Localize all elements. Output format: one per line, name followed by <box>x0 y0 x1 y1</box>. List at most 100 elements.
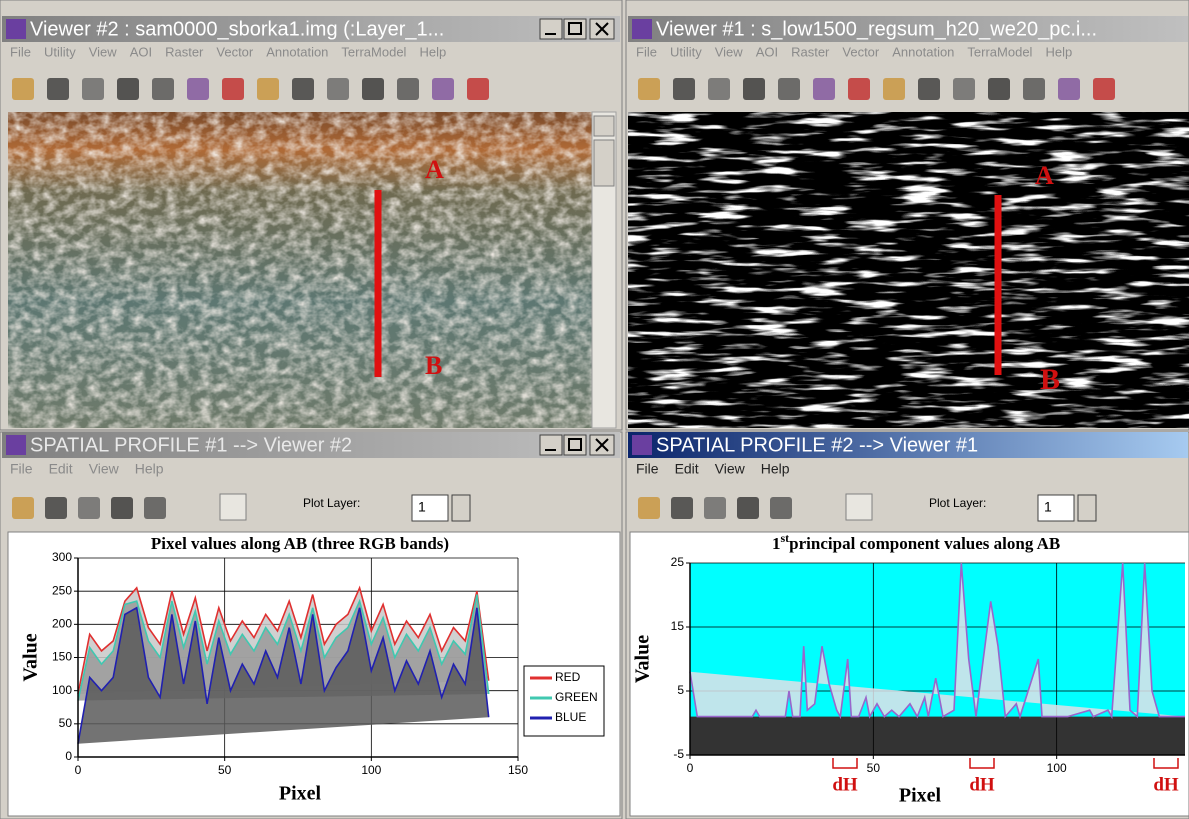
toolbar-button[interactable] <box>152 78 174 100</box>
toolbar-button[interactable] <box>292 78 314 100</box>
toolbar-button[interactable] <box>743 78 765 100</box>
menu-item[interactable]: View <box>715 461 746 477</box>
menu-item[interactable]: File <box>636 461 659 477</box>
x-axis-label: Pixel <box>279 783 322 805</box>
x-tick-label: 0 <box>75 763 82 777</box>
toolbar-button[interactable] <box>671 497 693 519</box>
toolbar-button[interactable] <box>770 497 792 519</box>
toolbar-button[interactable] <box>638 497 660 519</box>
toolbar-button[interactable] <box>467 78 489 100</box>
menu-item[interactable]: Annotation <box>892 44 954 59</box>
toolbar-button[interactable] <box>1058 78 1080 100</box>
toolbar-button[interactable] <box>953 78 975 100</box>
toolbar-button[interactable] <box>12 497 34 519</box>
menu-item[interactable]: File <box>10 461 33 477</box>
annotation: dH <box>1153 774 1179 795</box>
toolbar-button[interactable] <box>704 497 726 519</box>
toolbar-button[interactable] <box>327 78 349 100</box>
minimize-button[interactable] <box>540 19 562 39</box>
screen: Viewer #2 : sam0000_sborka1.img (:Layer_… <box>0 0 1189 819</box>
toolbar-button[interactable] <box>883 78 905 100</box>
point-label: B <box>1040 363 1060 396</box>
toolbar-button[interactable] <box>988 78 1010 100</box>
menu-item[interactable]: Vector <box>842 44 880 59</box>
menu-item[interactable]: View <box>89 44 118 59</box>
menu-item[interactable]: Edit <box>675 461 699 477</box>
toolbar-button[interactable] <box>12 78 34 100</box>
menu-item[interactable]: AOI <box>756 44 778 59</box>
y-tick-label: 25 <box>671 555 685 569</box>
title-prefix: 1 <box>772 534 781 553</box>
toolbar-button[interactable] <box>362 78 384 100</box>
menu-item[interactable]: File <box>10 44 31 59</box>
window-title: SPATIAL PROFILE #1 --> Viewer #2 <box>30 434 352 456</box>
toolbar-button[interactable] <box>187 78 209 100</box>
menu-item[interactable]: Utility <box>670 44 702 59</box>
title-text: principal component values along AB <box>789 534 1060 553</box>
scroll-thumb[interactable] <box>594 140 614 186</box>
toolbar-button[interactable] <box>117 78 139 100</box>
app-icon <box>632 435 652 455</box>
plot-layer-spinner[interactable] <box>452 495 470 521</box>
toolbar-button[interactable] <box>638 78 660 100</box>
menu-item[interactable]: Vector <box>216 44 254 59</box>
menu-item[interactable]: Utility <box>44 44 76 59</box>
menu-item[interactable]: Help <box>761 461 790 477</box>
menu-item[interactable]: View <box>89 461 120 477</box>
toolbar-button[interactable] <box>45 497 67 519</box>
toolbar-button[interactable] <box>257 78 279 100</box>
toolbar-button[interactable] <box>673 78 695 100</box>
legend-label: RED <box>555 670 581 684</box>
minimize-button[interactable] <box>540 435 562 455</box>
toolbar-button[interactable] <box>47 78 69 100</box>
tool-arrow[interactable] <box>220 494 246 520</box>
menu-item[interactable]: View <box>715 44 744 59</box>
point-label: A <box>425 155 444 184</box>
window-title: SPATIAL PROFILE #2 --> Viewer #1 <box>656 434 978 456</box>
y-tick-label: 200 <box>52 617 72 631</box>
plot-layer-label: Plot Layer: <box>929 496 986 510</box>
menu-item[interactable]: Raster <box>165 44 204 59</box>
toolbar-button[interactable] <box>111 497 133 519</box>
x-axis-label: Pixel <box>899 785 942 807</box>
toolbar-button[interactable] <box>82 78 104 100</box>
toolbar-button[interactable] <box>737 497 759 519</box>
plot-layer-value: 1 <box>418 499 426 515</box>
y-tick-label: 250 <box>52 583 72 597</box>
toolbar-button[interactable] <box>222 78 244 100</box>
menu-item[interactable]: Help <box>135 461 164 477</box>
menu-item[interactable]: Help <box>419 44 446 59</box>
toolbar-button[interactable] <box>848 78 870 100</box>
legend-label: BLUE <box>555 710 586 724</box>
x-tick-label: 50 <box>218 763 232 777</box>
toolbar-button[interactable] <box>813 78 835 100</box>
toolbar-button[interactable] <box>778 78 800 100</box>
menu-item[interactable]: Raster <box>791 44 830 59</box>
tool-arrow[interactable] <box>846 494 872 520</box>
scroll-up[interactable] <box>594 116 614 136</box>
toolbar-button[interactable] <box>144 497 166 519</box>
toolbar-button[interactable] <box>918 78 940 100</box>
menu-item[interactable]: File <box>636 44 657 59</box>
toolbar-button[interactable] <box>78 497 100 519</box>
annotation: dH <box>969 774 995 795</box>
plot-layer-value: 1 <box>1044 499 1052 515</box>
toolbar-button[interactable] <box>1093 78 1115 100</box>
toolbar-button[interactable] <box>708 78 730 100</box>
point-label: A <box>1035 161 1054 190</box>
menu-item[interactable]: AOI <box>130 44 152 59</box>
menu-item[interactable]: Help <box>1045 44 1072 59</box>
toolbar-button[interactable] <box>432 78 454 100</box>
y-axis-label: Value <box>632 635 654 683</box>
y-tick-label: 15 <box>671 619 685 633</box>
menu-item[interactable]: Annotation <box>266 44 328 59</box>
toolbar-button[interactable] <box>397 78 419 100</box>
menu-item[interactable]: TerraModel <box>341 44 406 59</box>
menu-item[interactable]: TerraModel <box>967 44 1032 59</box>
plot-layer-spinner[interactable] <box>1078 495 1096 521</box>
toolbar-button[interactable] <box>1023 78 1045 100</box>
app-icon <box>6 435 26 455</box>
plot-layer-label: Plot Layer: <box>303 496 360 510</box>
menu-item[interactable]: Edit <box>49 461 73 477</box>
chart-title: 1stprincipal component values along AB <box>772 531 1060 553</box>
